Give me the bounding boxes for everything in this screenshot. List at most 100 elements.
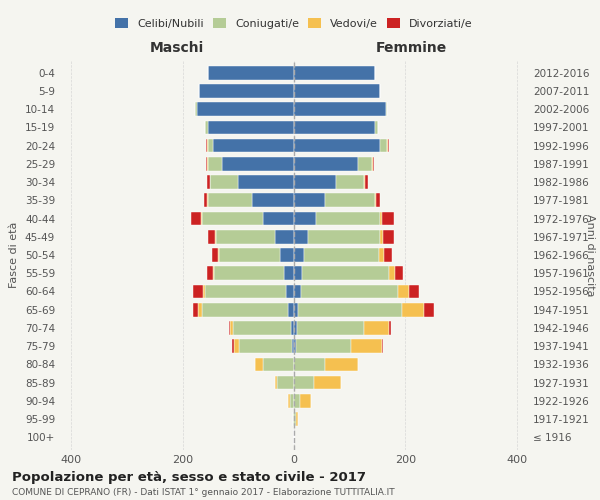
Bar [197,303,202,316]
Bar [208,139,213,152]
Bar [382,340,383,353]
Bar [289,303,294,316]
Bar [395,266,403,280]
Bar [193,303,197,316]
Bar [294,412,296,426]
Bar [238,176,294,189]
Text: COMUNE DI CEPRANO (FR) - Dati ISTAT 1° gennaio 2017 - Elaborazione TUTTITALIA.IT: COMUNE DI CEPRANO (FR) - Dati ISTAT 1° g… [12,488,395,497]
Bar [294,84,380,98]
Bar [296,340,352,353]
Bar [294,266,302,280]
Bar [208,66,294,80]
Bar [277,376,294,390]
Text: Popolazione per età, sesso e stato civile - 2017: Popolazione per età, sesso e stato civil… [12,471,366,484]
Bar [296,412,298,426]
Bar [294,66,375,80]
Bar [289,394,290,407]
Bar [380,139,387,152]
Bar [206,157,207,170]
Bar [239,340,292,353]
Bar [301,284,398,298]
Bar [352,340,382,353]
Bar [364,321,389,334]
Bar [298,303,401,316]
Bar [297,321,364,334]
Bar [314,376,341,390]
Bar [294,376,314,390]
Bar [202,212,263,226]
Bar [208,230,215,243]
Bar [212,248,218,262]
Bar [275,230,294,243]
Bar [207,176,210,189]
Bar [302,266,389,280]
Bar [291,321,294,334]
Bar [375,194,376,207]
Bar [211,176,238,189]
Bar [293,412,294,426]
Bar [358,157,372,170]
Bar [205,284,286,298]
Bar [286,284,294,298]
Bar [365,176,368,189]
Bar [376,194,380,207]
Bar [294,321,297,334]
Bar [208,120,294,134]
Bar [424,303,434,316]
Bar [255,358,263,371]
Bar [383,230,394,243]
Bar [294,303,298,316]
Bar [205,120,208,134]
Bar [294,157,358,170]
Bar [389,321,391,334]
Bar [221,157,294,170]
Bar [294,248,304,262]
Bar [379,248,384,262]
Bar [294,358,325,371]
Bar [252,194,294,207]
Bar [294,230,308,243]
Bar [409,284,419,298]
Bar [325,194,375,207]
Bar [401,303,424,316]
Bar [373,157,374,170]
Bar [193,284,203,298]
Bar [202,303,289,316]
Bar [316,212,380,226]
Bar [201,212,202,226]
Text: Maschi: Maschi [150,42,204,56]
Bar [212,266,214,280]
Bar [290,394,294,407]
Bar [233,321,291,334]
Y-axis label: Anni di nascita: Anni di nascita [585,214,595,296]
Legend: Celibi/Nubili, Coniugati/e, Vedovi/e, Divorziati/e: Celibi/Nubili, Coniugati/e, Vedovi/e, Di… [112,15,476,32]
Bar [219,248,280,262]
Bar [203,284,205,298]
Bar [206,139,207,152]
Bar [280,248,294,262]
Bar [263,212,294,226]
Bar [336,176,364,189]
Bar [294,102,386,116]
Bar [263,358,294,371]
Bar [214,266,284,280]
Bar [215,230,216,243]
Bar [292,340,294,353]
Bar [275,376,277,390]
Bar [380,230,383,243]
Bar [294,176,336,189]
Bar [216,230,275,243]
Bar [207,266,212,280]
Bar [308,230,380,243]
Text: Femmine: Femmine [376,42,446,56]
Bar [325,358,358,371]
Bar [304,248,379,262]
Bar [380,212,382,226]
Bar [294,284,301,298]
Bar [294,139,380,152]
Bar [294,212,316,226]
Bar [191,212,201,226]
Bar [218,248,219,262]
Bar [384,248,392,262]
Bar [204,194,207,207]
